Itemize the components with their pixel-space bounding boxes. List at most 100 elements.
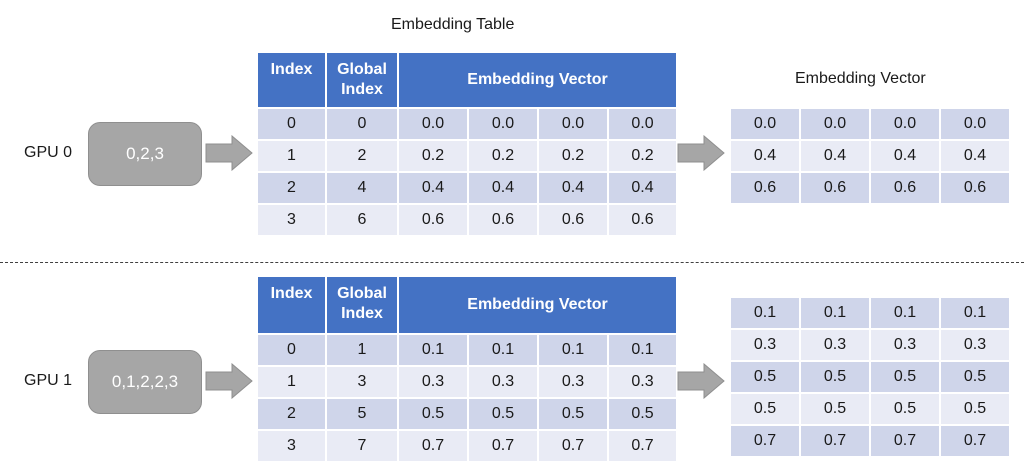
table-cell: 0.5 xyxy=(397,397,469,431)
table-cell: 0.5 xyxy=(537,397,609,431)
table-cell: 0.1 xyxy=(729,296,801,330)
gpu1-output-body: 0.1 0.1 0.1 0.1 0.3 0.3 0.3 0.3 0.5 0.5 0.5 0.5 0.5 0… xyxy=(729,296,1011,458)
gpu1-output-arrow-icon xyxy=(677,363,725,399)
table-cell: 0.5 xyxy=(869,392,941,426)
gpu1-label: GPU 1 xyxy=(24,372,73,389)
table-cell: 2 xyxy=(256,171,327,205)
output-vector-title: Embedding Vector xyxy=(795,70,926,87)
gpu0-label: GPU 0 xyxy=(24,144,73,161)
table-cell: 0.6 xyxy=(397,203,469,237)
table-cell: 0.0 xyxy=(939,107,1011,141)
table-cell: 3 xyxy=(256,203,327,237)
embedding-table-title: Embedding Table xyxy=(391,16,515,33)
gpu0-input-arrow-icon xyxy=(205,135,253,171)
table-cell: 0.2 xyxy=(467,139,539,173)
header-index: Index xyxy=(256,275,327,335)
output-row: 0.7 0.7 0.7 0.7 xyxy=(729,424,1011,458)
table-row: 2 5 0.5 0.5 0.5 0.5 xyxy=(256,397,679,431)
table-cell: 0.1 xyxy=(939,296,1011,330)
table-cell: 7 xyxy=(325,429,399,463)
table-cell: 0.2 xyxy=(537,139,609,173)
gpu0-output-table: 0.0 0.0 0.0 0.0 0.4 0.4 0.4 0.4 0.6 0.6 0.6 0.6 xyxy=(729,107,1011,205)
table-cell: 0.7 xyxy=(537,429,609,463)
output-row: 0.3 0.3 0.3 0.3 xyxy=(729,328,1011,362)
gpu1-embedding-table: Index Global Index Embedding Vector 0 1 0.… xyxy=(256,275,679,463)
table-cell: 0.7 xyxy=(799,424,871,458)
table-cell: 0.7 xyxy=(606,429,679,463)
table-cell: 0.0 xyxy=(467,107,539,141)
table-cell: 0.6 xyxy=(606,203,679,237)
table-cell: 0.5 xyxy=(606,397,679,431)
table-row: 0 1 0.1 0.1 0.1 0.1 xyxy=(256,333,679,367)
table-cell: 0.5 xyxy=(939,392,1011,426)
table-row: 3 7 0.7 0.7 0.7 0.7 xyxy=(256,429,679,463)
table-cell: 0.0 xyxy=(729,107,801,141)
gpu0-ids: 0,2,3 xyxy=(126,144,164,163)
table-cell: 3 xyxy=(325,365,399,399)
table-cell: 0.4 xyxy=(467,171,539,205)
output-row: 0.5 0.5 0.5 0.5 xyxy=(729,360,1011,394)
table-cell: 0.3 xyxy=(397,365,469,399)
table-cell: 0 xyxy=(256,107,327,141)
table-cell: 0.6 xyxy=(799,171,871,205)
table-cell: 0.7 xyxy=(939,424,1011,458)
table-cell: 0.5 xyxy=(869,360,941,394)
table-cell: 0.1 xyxy=(606,333,679,367)
table-cell: 0.4 xyxy=(397,171,469,205)
table-cell: 0.3 xyxy=(537,365,609,399)
table-cell: 0.6 xyxy=(467,203,539,237)
gpu1-ids: 0,1,2,2,3 xyxy=(111,372,179,391)
table-cell: 0.5 xyxy=(729,392,801,426)
section-divider xyxy=(0,262,1024,263)
gpu0-embedding-table: Index Global Index Embedding Vector 0 0 0.… xyxy=(256,51,679,237)
header-embedding-vector: Embedding Vector xyxy=(396,275,679,335)
table-cell: 1 xyxy=(325,333,399,367)
table-row: 3 6 0.6 0.6 0.6 0.6 xyxy=(256,203,679,237)
table-row: 1 2 0.2 0.2 0.2 0.2 xyxy=(256,139,679,173)
table-cell: 0.5 xyxy=(799,392,871,426)
output-row: 0.5 0.5 0.5 0.5 xyxy=(729,392,1011,426)
table-cell: 0.4 xyxy=(729,139,801,173)
table-cell: 0.4 xyxy=(537,171,609,205)
gpu1-table-body: 0 1 0.1 0.1 0.1 0.1 1 3 0.3 0.3 0.3 0.3 2 5 0.5 0.5 0.5 0… xyxy=(256,333,679,463)
table-cell: 4 xyxy=(325,171,399,205)
table-cell: 0.1 xyxy=(869,296,941,330)
header-embedding-vector: Embedding Vector xyxy=(396,51,679,109)
gpu0-output-body: 0.0 0.0 0.0 0.0 0.4 0.4 0.4 0.4 0.6 0.6 0.6 0.6 xyxy=(729,107,1011,205)
table-cell: 2 xyxy=(325,139,399,173)
table-cell: 0.0 xyxy=(537,107,609,141)
table-cell: 0.2 xyxy=(397,139,469,173)
table-cell: 1 xyxy=(256,139,327,173)
output-row: 0.1 0.1 0.1 0.1 xyxy=(729,296,1011,330)
table-cell: 0.4 xyxy=(606,171,679,205)
table-cell: 0.1 xyxy=(799,296,871,330)
table-cell: 6 xyxy=(325,203,399,237)
header-index: Index xyxy=(256,51,327,109)
table-cell: 0.4 xyxy=(799,139,871,173)
header-global-index: Global Index xyxy=(325,51,399,109)
table-cell: 0.6 xyxy=(729,171,801,205)
table-cell: 0.4 xyxy=(869,139,941,173)
table-cell: 0.2 xyxy=(606,139,679,173)
table-cell: 0.4 xyxy=(939,139,1011,173)
output-row: 0.4 0.4 0.4 0.4 xyxy=(729,139,1011,173)
table-cell: 0.1 xyxy=(397,333,469,367)
table-cell: 0.5 xyxy=(939,360,1011,394)
table-cell: 0.0 xyxy=(869,107,941,141)
table-cell: 0.0 xyxy=(799,107,871,141)
gpu0-output-arrow-icon xyxy=(677,135,725,171)
gpu0-table-body: 0 0 0.0 0.0 0.0 0.0 1 2 0.2 0.2 0.2 0.2 2 4 0.4 0.4 0.4 0… xyxy=(256,107,679,237)
table-cell: 0.0 xyxy=(397,107,469,141)
table-cell: 0.7 xyxy=(467,429,539,463)
table-cell: 0.7 xyxy=(869,424,941,458)
table-cell: 0.6 xyxy=(939,171,1011,205)
table-row: 2 4 0.4 0.4 0.4 0.4 xyxy=(256,171,679,205)
table-cell: 0.3 xyxy=(869,328,941,362)
output-row: 0.0 0.0 0.0 0.0 xyxy=(729,107,1011,141)
table-cell: 0 xyxy=(256,333,327,367)
table-cell: 1 xyxy=(256,365,327,399)
table-cell: 0 xyxy=(325,107,399,141)
gpu1-output-table: 0.1 0.1 0.1 0.1 0.3 0.3 0.3 0.3 0.5 0.5 0.5 0.5 0.5 0… xyxy=(729,296,1011,458)
table-cell: 0.3 xyxy=(729,328,801,362)
table-cell: 0.1 xyxy=(467,333,539,367)
